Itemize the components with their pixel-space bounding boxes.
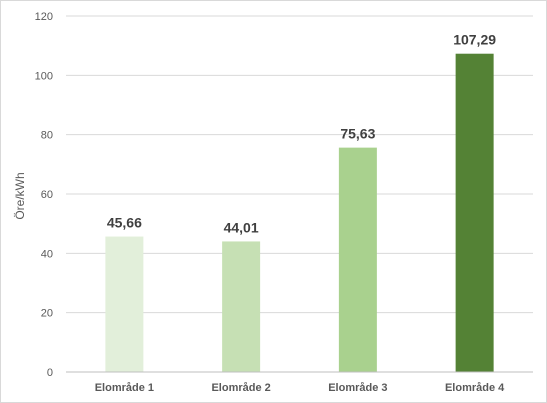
- x-category-label: Elområde 3: [328, 382, 387, 394]
- x-category-label: Elområde 1: [95, 382, 154, 394]
- y-tick-label: 80: [41, 130, 53, 142]
- y-tick-label: 100: [35, 70, 53, 82]
- y-axis-ticks: 0 20 40 60 80 100 120: [35, 11, 53, 379]
- data-label: 107,29: [453, 32, 496, 48]
- data-label: 45,66: [107, 215, 142, 231]
- y-tick-label: 20: [41, 308, 53, 320]
- x-category-label: Elområde 4: [445, 382, 505, 394]
- gridlines: [66, 15, 533, 314]
- bar: [455, 53, 494, 373]
- y-tick-label: 60: [41, 189, 53, 201]
- y-tick-label: 120: [35, 11, 53, 23]
- data-label: 75,63: [340, 126, 375, 142]
- data-label: 44,01: [224, 219, 259, 235]
- bar: [338, 147, 377, 372]
- bar: [105, 236, 144, 372]
- bar: [222, 241, 261, 372]
- y-tick-label: 0: [47, 367, 53, 379]
- y-tick-label: 40: [41, 248, 53, 260]
- x-axis-categories: Elområde 1 Elområde 2 Elområde 3 Elområde 4: [95, 382, 505, 394]
- y-axis-label: Öre/kWh: [13, 172, 27, 219]
- bars: [105, 53, 494, 373]
- x-category-label: Elområde 2: [211, 382, 270, 394]
- data-labels: 45,66 44,01 75,63 107,29: [107, 32, 496, 236]
